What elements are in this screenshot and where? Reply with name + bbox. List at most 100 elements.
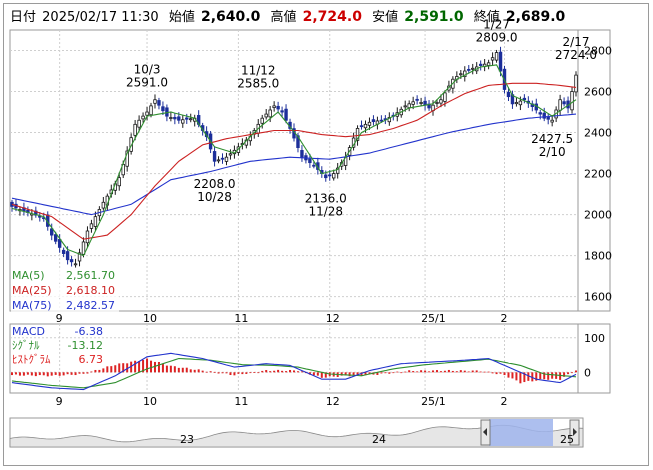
histogram-bar	[376, 372, 379, 375]
legend-value: 2,618.10	[66, 284, 115, 297]
histogram-bar	[118, 363, 121, 373]
macd-legend-label: ﾋｽﾄｸﾞﾗﾑ	[12, 353, 51, 366]
histogram-bar	[380, 372, 383, 374]
candle-body	[574, 74, 578, 93]
candle-body	[371, 119, 376, 123]
histogram-bar	[571, 372, 574, 374]
candle-body	[542, 112, 546, 119]
macd-tick-label: 0	[584, 366, 591, 379]
histogram-bar	[273, 370, 276, 373]
histogram-bar	[70, 372, 73, 375]
candle-body	[355, 128, 360, 141]
histogram-bar	[165, 365, 168, 373]
grid: 1600 1800 2000 2200 2400 2600 2800 9 9 10 10 11 11 12…	[9, 29, 612, 408]
candle-body	[216, 159, 221, 162]
candle-body	[379, 119, 384, 122]
navigator-year-label: 24	[372, 433, 386, 446]
candle-body	[463, 70, 467, 78]
histogram-bar	[213, 371, 216, 373]
histogram-bar	[467, 371, 470, 373]
legend-label: MA(5)	[12, 269, 45, 282]
candle-body	[73, 263, 78, 266]
candle-body	[153, 99, 157, 104]
histogram-bar	[50, 372, 53, 376]
candle-body	[93, 216, 98, 227]
histogram-bar	[265, 370, 268, 373]
candle-body	[101, 201, 106, 209]
histogram-bar	[388, 372, 391, 374]
candle-body	[403, 105, 407, 108]
annotation-value: 2136.0	[305, 192, 347, 206]
candle-body	[129, 137, 133, 152]
histogram-bar	[78, 372, 81, 374]
candle-body	[117, 177, 121, 187]
candle-body	[494, 52, 499, 61]
candle-body	[53, 234, 58, 242]
histogram-bar	[420, 370, 423, 373]
ma5-line	[11, 64, 577, 257]
candle-body	[220, 157, 225, 160]
price-tick-label: 2200	[584, 168, 612, 181]
histogram-bar	[289, 369, 292, 373]
candle-body	[212, 151, 217, 162]
ma25-line	[11, 82, 577, 240]
histogram-bar	[58, 372, 61, 376]
candle-body	[328, 174, 332, 177]
histogram-bar	[475, 370, 478, 373]
histogram-bar	[356, 372, 359, 375]
annotation-value: 2809.0	[476, 31, 518, 45]
histogram-bar	[217, 372, 220, 374]
histogram-bar	[312, 372, 315, 376]
month-tick-label: 2	[501, 395, 508, 408]
navigator-panel[interactable]: 23 24 25	[9, 417, 584, 448]
histogram-bar	[285, 371, 288, 373]
month-tick-label: 11	[234, 395, 248, 408]
histogram-bar	[26, 372, 29, 375]
histogram-bar	[340, 372, 343, 376]
histogram-bar	[293, 370, 295, 373]
macd-panel-frame	[9, 323, 611, 394]
candle-body	[125, 150, 129, 167]
histogram-bar	[94, 369, 97, 373]
macd-tick-label: 100	[584, 332, 605, 345]
histogram-bar	[22, 372, 25, 376]
histogram-bar	[459, 370, 462, 373]
navigator-year-label: 25	[560, 433, 574, 446]
candle-body	[332, 173, 336, 179]
histogram-bar	[102, 368, 105, 373]
candle-body	[85, 230, 90, 244]
histogram-bar	[575, 370, 577, 373]
histogram-bar	[18, 372, 21, 376]
annotation-date: 1/27	[483, 18, 510, 32]
histogram-bar	[408, 370, 411, 373]
candle-body	[268, 109, 272, 118]
open-value: 2,640.0	[200, 9, 261, 25]
histogram-bar	[535, 372, 538, 381]
histogram-bar	[237, 372, 240, 374]
legend-value: 2,482.57	[66, 299, 115, 312]
annotation-value: 2427.5	[531, 132, 573, 146]
candle-body	[558, 99, 562, 111]
histogram-bar	[30, 372, 33, 376]
candle-body	[141, 115, 145, 120]
low-label: 安値	[372, 10, 399, 25]
month-tick-label: 12	[326, 395, 340, 408]
histogram-bar	[563, 372, 566, 377]
candle-body	[443, 92, 447, 102]
histogram-bar	[432, 370, 435, 373]
histogram-bar	[559, 372, 562, 380]
histogram-bar	[539, 372, 542, 380]
histogram-bar	[499, 372, 502, 374]
navigator-year-label: 23	[180, 433, 194, 446]
candle-body	[189, 118, 193, 121]
histogram-bar	[392, 372, 395, 374]
candle-body	[61, 249, 66, 254]
histogram-bar	[567, 372, 570, 375]
annotation-value: 2724.0	[555, 48, 597, 62]
histogram-bar	[98, 369, 101, 373]
candle-body	[145, 111, 149, 116]
histogram-bar	[277, 369, 280, 373]
histogram-bar	[511, 372, 514, 379]
histogram-bar	[543, 372, 546, 380]
